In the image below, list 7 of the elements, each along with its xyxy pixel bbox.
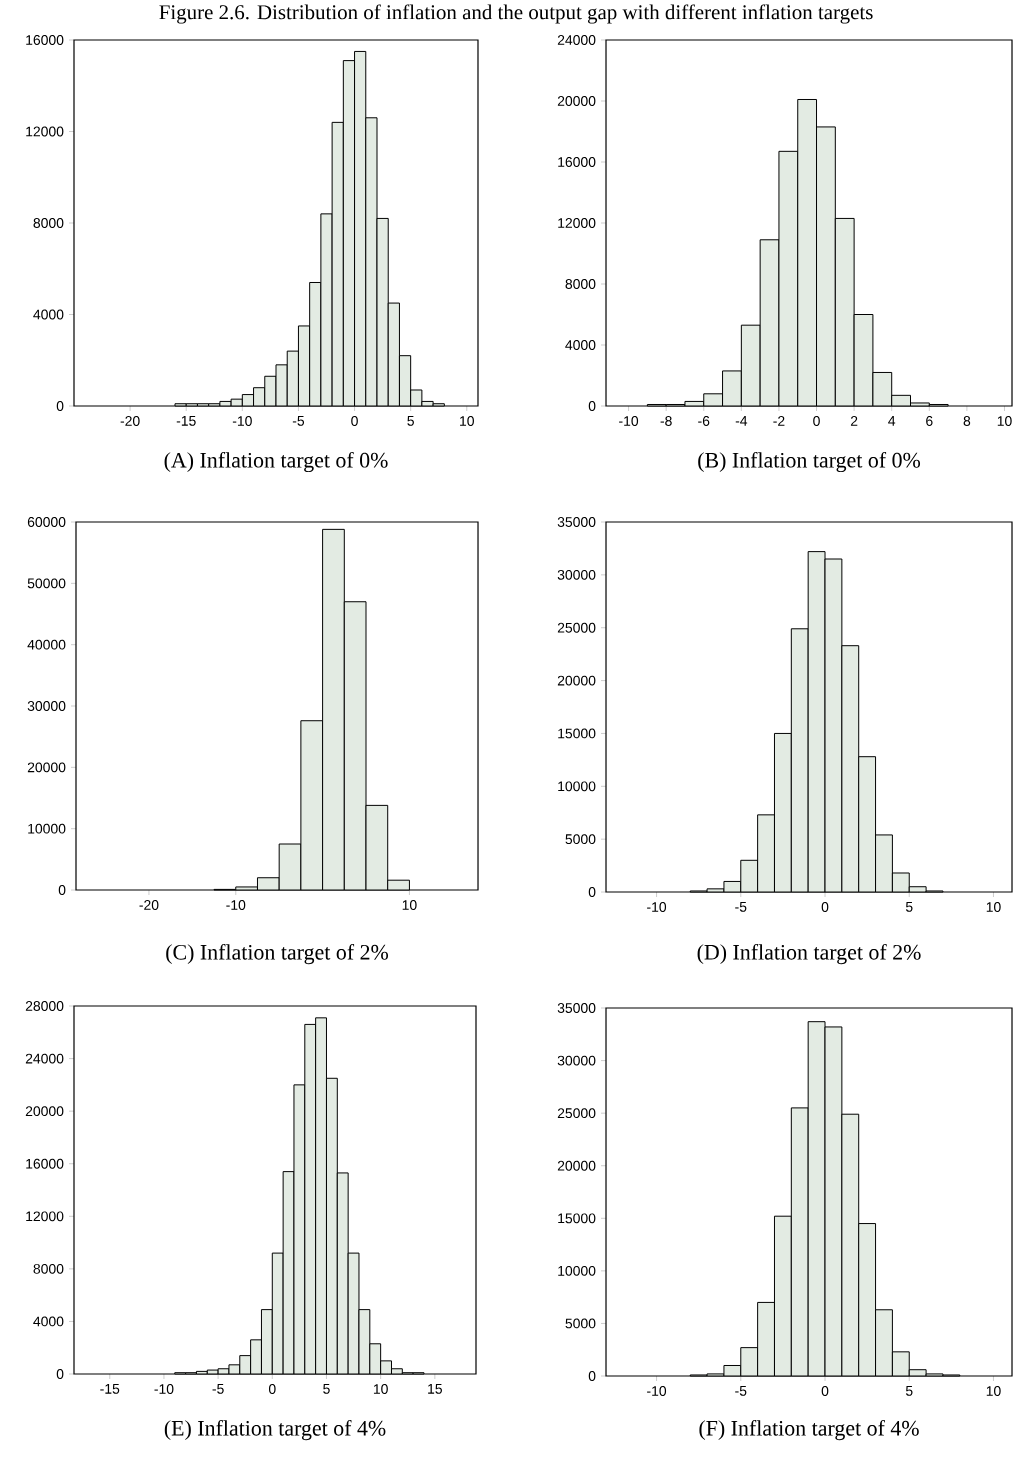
text: (D) Inflation target of 2% (697, 943, 921, 965)
text: (E) Inflation target of 4% (164, 1419, 386, 1441)
caption: Figure 2.6. Distribution of inflation and the output gap with different inflation targets (159, 4, 873, 24)
text: (F) Inflation target of 4% (699, 1419, 919, 1441)
text: (A) Inflation target of 0% (164, 451, 388, 473)
text: (B) Inflation target of 0% (698, 451, 921, 473)
text: (C) Inflation target of 2% (166, 943, 389, 965)
